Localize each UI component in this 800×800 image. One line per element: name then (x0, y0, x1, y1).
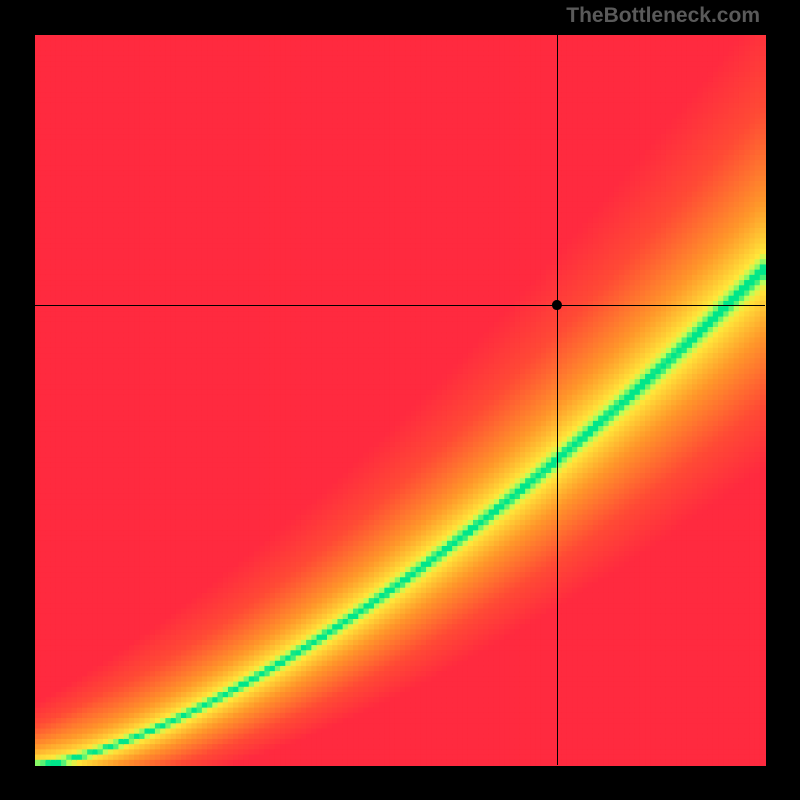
chart-container: TheBottleneck.com (0, 0, 800, 800)
bottleneck-heatmap (0, 0, 800, 800)
watermark-text: TheBottleneck.com (566, 4, 760, 28)
